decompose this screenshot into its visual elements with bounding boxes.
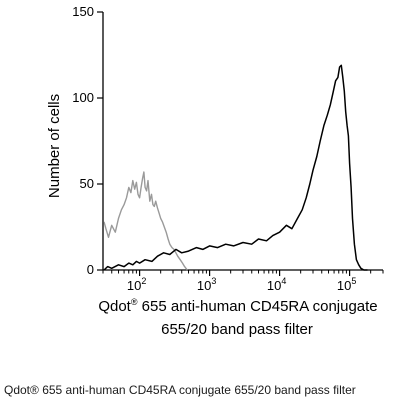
x-axis-title-rest: 655 anti-human CD45RA conjugate	[138, 298, 378, 315]
x-tick-label-exponent: 3	[211, 276, 216, 286]
x-axis-title-line1: Qdot® 655 anti-human CD45RA conjugate	[98, 297, 377, 315]
x-tick-label-base: 10	[127, 278, 141, 293]
x-tick-label: 103	[197, 276, 216, 293]
x-tick-label: 105	[337, 276, 356, 293]
x-tick-label-exponent: 4	[281, 276, 286, 286]
y-tick-label: 100	[72, 90, 94, 105]
y-tick-label: 0	[87, 262, 94, 277]
y-axis-title: Number of cells	[46, 94, 63, 198]
x-tick-label: 102	[127, 276, 146, 293]
x-axis-title-qdot: Qdot	[98, 298, 131, 315]
x-tick-label-exponent: 5	[351, 276, 356, 286]
x-tick-label-base: 10	[197, 278, 211, 293]
x-tick-label-base: 10	[337, 278, 351, 293]
x-tick-label-base: 10	[267, 278, 281, 293]
unstained-control-histogram	[103, 171, 188, 271]
figure-caption: Qdot® 655 anti-human CD45RA conjugate 65…	[4, 383, 356, 397]
x-tick-label: 104	[267, 276, 286, 293]
y-tick-label: 50	[80, 176, 94, 191]
x-axis-title-line2: 655/20 band pass filter	[161, 321, 313, 338]
x-axis-title-registered-mark: ®	[131, 297, 138, 307]
y-tick-label: 150	[72, 4, 94, 19]
x-tick-label-exponent: 2	[141, 276, 146, 286]
cd45ra-stained-histogram	[103, 64, 368, 271]
